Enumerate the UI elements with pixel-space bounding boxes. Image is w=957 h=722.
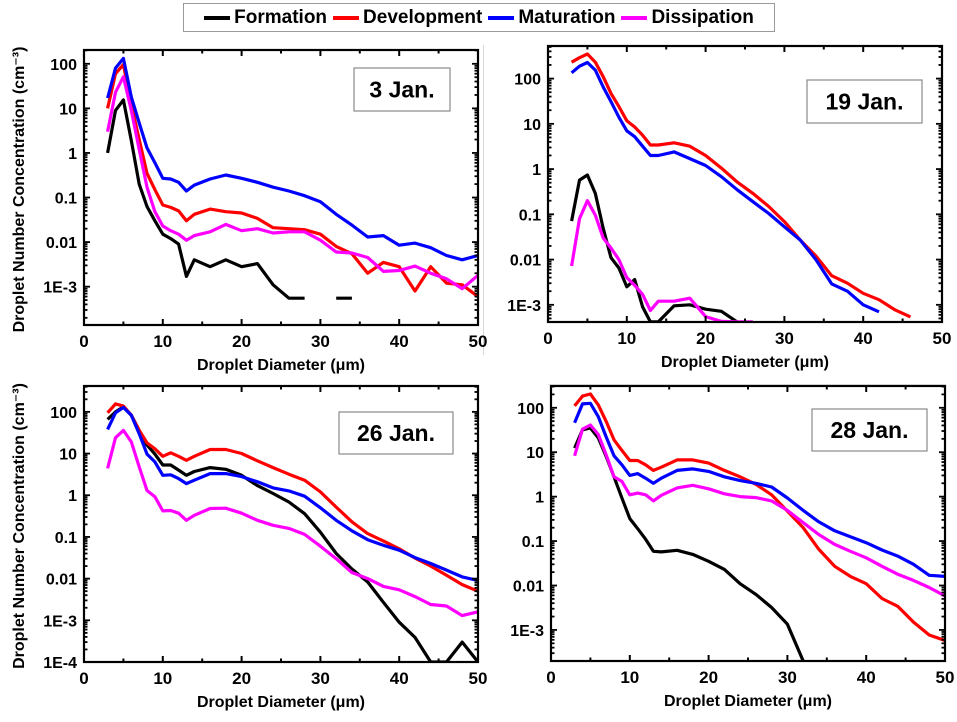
y-tick-label: 100 [50,57,77,74]
y-axis-label: Droplet Number Concentration (cm⁻³) [11,47,28,333]
y-tick-label: 1E-4 [43,655,77,672]
legend-item-dissipation: Dissipation [621,6,754,29]
series-group [106,56,478,300]
y-tick-label: 0.1 [55,191,77,208]
panel-2: 0 10 20 30 40 50 100 10 1 0.1 0.01 1E-3 Droplet Diam… [507,44,952,371]
series-group [573,392,945,661]
series-group [106,402,478,662]
legend-label: Formation [234,6,328,28]
y-tick-label: 1E-3 [43,613,77,630]
y-tick-label: 0.01 [46,235,77,252]
panel-date-label: 26 Jan. [357,420,435,446]
x-tick-label: 30 [775,329,794,348]
x-tick-label: 20 [696,329,715,348]
legend-label: Dissipation [651,6,754,28]
series-line-dissipation [106,428,478,618]
x-tick-label: 30 [778,668,797,687]
x-tick-label: 10 [153,669,172,688]
panel-date-box [353,67,451,112]
y-tick-label: 10 [59,101,77,118]
y-tick-label: 1 [68,488,77,505]
x-tick-label: 40 [390,332,409,351]
series-line-maturation [106,405,478,583]
legend-item-development: Development [333,7,482,29]
series-line-maturation [570,60,880,314]
y-tick-label: 0.1 [522,534,544,551]
x-tick-label: 10 [153,332,172,351]
y-tick-label: 10 [526,445,544,462]
y-tick-label: 100 [514,72,541,89]
y-tick-label: 10 [59,447,77,464]
x-tick-label: 0 [546,668,555,687]
x-tick-label: 40 [854,329,873,348]
panel-1: 0 10 20 30 40 50 100 10 1 0.1 0.01 1E-3 Droplet Diam… [11,47,487,374]
x-tick-label: 30 [311,669,330,688]
x-tick-label: 0 [79,669,88,688]
y-tick-label: 1E-3 [43,280,77,297]
y-tick-label: 0.1 [55,530,77,547]
y-tick-label: 10 [523,117,541,134]
series-line-dissipation [106,75,478,291]
y-tick-label: 0.1 [519,207,541,224]
x-axis-label: Droplet Diameter (μm) [661,354,829,371]
series-group [570,52,912,322]
x-tick-label: 40 [857,668,876,687]
series-line-formation [106,98,352,300]
legend-item-maturation: Maturation [488,7,615,29]
y-tick-label: 100 [517,401,544,418]
y-tick-label: 1 [68,146,77,163]
series-line-formation [570,173,738,322]
x-tick-label: 20 [699,668,718,687]
x-tick-label: 40 [390,669,409,688]
y-tick-label: 1 [535,490,544,507]
y-tick-label: 1 [532,162,541,179]
series-line-development [573,392,945,643]
legend-swatch [204,15,231,20]
y-tick-label: 0.01 [513,579,544,596]
y-tick-label: 1E-3 [510,623,544,640]
y-axis-label: Droplet Number Concentration (cm⁻³) [11,383,28,669]
panel-date-label: 28 Jan. [831,417,909,443]
panel-date-label: 3 Jan. [369,77,434,103]
legend-label: Maturation [518,6,616,28]
y-tick-label: 0.01 [510,253,541,270]
x-tick-label: 10 [617,329,636,348]
series-line-maturation [573,401,945,578]
x-tick-label: 50 [469,669,488,688]
x-tick-label: 50 [936,668,955,687]
legend-label: Development [363,6,483,28]
x-tick-label: 50 [933,329,952,348]
series-line-maturation [106,56,478,262]
series-line-dissipation [573,423,945,598]
x-tick-label: 20 [232,669,251,688]
panel-3: 0 10 20 30 40 50 100 10 1 0.1 0.01 1E-3 1E-4 Droplet … [11,383,487,711]
panel-4: 0 10 20 30 40 50 100 10 1 0.1 0.01 1E-3 Droplet Diam… [510,384,955,710]
x-tick-label: 10 [620,668,639,687]
series-line-development [570,52,912,319]
panel-date-box [338,411,454,455]
x-tick-label: 30 [311,332,330,351]
x-axis-label: Droplet Diameter (μm) [197,694,365,711]
legend-swatch [621,15,648,20]
x-axis-label: Droplet Diameter (μm) [197,357,365,374]
panel-date-label: 19 Jan. [826,89,904,115]
y-tick-label: 0.01 [46,572,77,589]
legend-swatch [488,15,515,20]
x-tick-label: 0 [79,332,88,351]
x-axis-label: Droplet Diameter (μm) [664,693,832,710]
series-line-dissipation [570,199,753,322]
y-tick-label: 100 [50,405,77,422]
y-tick-label: 1E-3 [507,298,541,315]
panel-date-box [806,79,923,124]
panel-divider [548,384,946,385]
panel-date-box [811,408,928,452]
x-tick-label: 0 [543,329,552,348]
legend-swatch [333,15,360,20]
panel-divider [483,45,484,355]
legend: Formation Development Maturation Dissipatio… [183,3,775,32]
x-tick-label: 20 [232,332,251,351]
legend-item-formation: Formation [204,7,327,29]
x-tick-label: 50 [469,332,488,351]
